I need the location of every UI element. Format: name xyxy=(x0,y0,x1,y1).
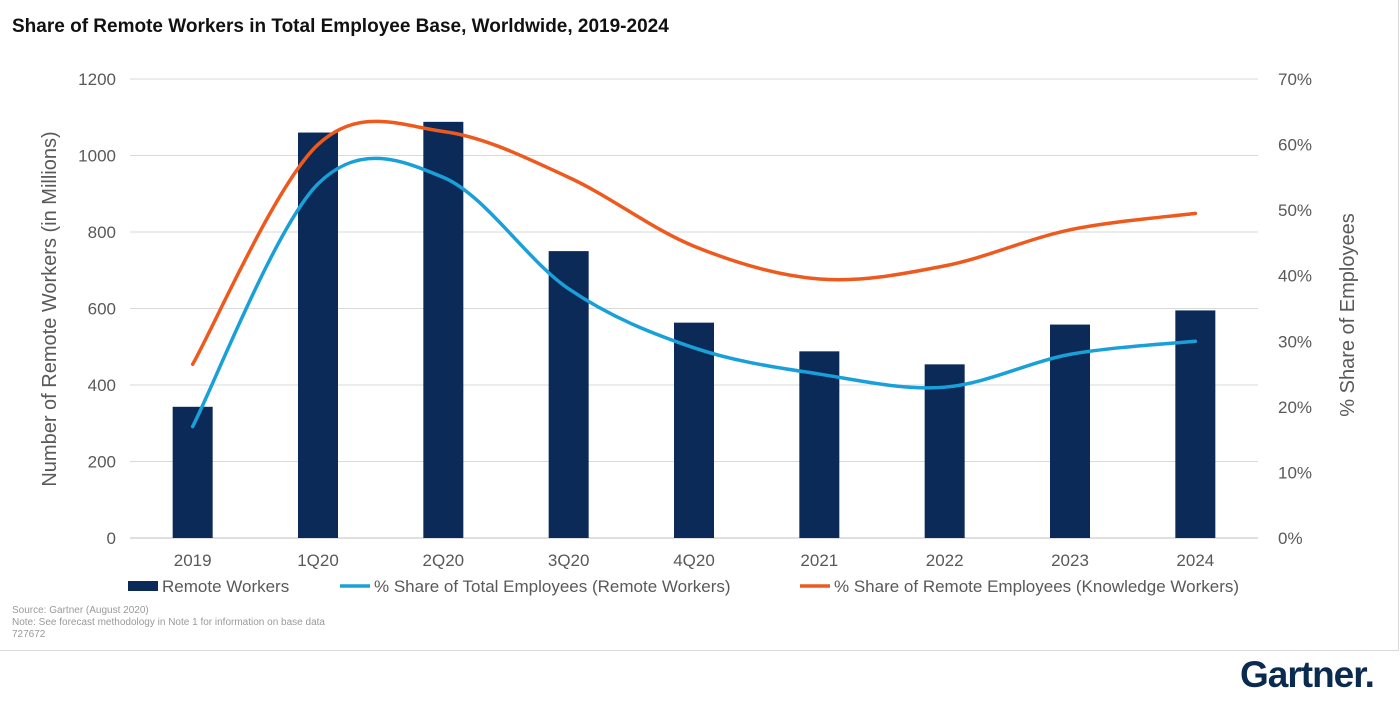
bar xyxy=(799,351,840,538)
source-text: Source: Gartner (August 2020) xyxy=(12,605,149,616)
bar xyxy=(423,121,464,538)
legend-label: Remote Workers xyxy=(162,577,289,596)
x-tick-label: 4Q20 xyxy=(673,551,715,570)
legend: Remote Workers % Share of Total Employees… xyxy=(128,577,1239,596)
x-tick-label: 2022 xyxy=(926,551,964,570)
x-tick-label: 2024 xyxy=(1176,551,1214,570)
bar xyxy=(548,251,589,538)
bar xyxy=(1175,310,1216,538)
line-series-path xyxy=(190,119,1198,366)
chart-title: Share of Remote Workers in Total Employe… xyxy=(12,16,669,37)
source-notes: Source: Gartner (August 2020) Note: See … xyxy=(12,605,325,641)
y-tick-label: 200 xyxy=(88,453,116,472)
y2-tick-label: 40% xyxy=(1278,267,1312,286)
legend-label: % Share of Total Employees (Remote Worke… xyxy=(374,577,731,596)
line-series xyxy=(190,119,1198,429)
x-tick-label: 2019 xyxy=(174,551,212,570)
chart-frame xyxy=(0,0,1399,651)
y-tick-label: 800 xyxy=(88,223,116,242)
x-tick-label: 2023 xyxy=(1051,551,1089,570)
bar xyxy=(924,364,965,538)
bar xyxy=(298,132,338,539)
x-tick-label: 2Q20 xyxy=(423,551,465,570)
id-text: 727672 xyxy=(12,629,46,640)
y2-axis-title: % Share of Employees xyxy=(1337,213,1359,416)
y-tick-label: 0 xyxy=(107,529,116,548)
gartner-logo: Gartner. xyxy=(1240,654,1375,695)
legend-swatch-bar xyxy=(128,581,158,591)
y2-tick-label: 60% xyxy=(1278,136,1312,155)
y2-tick-label: 50% xyxy=(1278,201,1312,220)
y2-tick-label: 10% xyxy=(1278,463,1312,482)
x-tick-label: 1Q20 xyxy=(297,551,339,570)
y-axis-title: Number of Remote Workers (in Millions) xyxy=(39,131,61,486)
bar xyxy=(674,322,714,538)
y-tick-label: 400 xyxy=(88,376,116,395)
bar xyxy=(1050,324,1090,538)
note-text: Note: See forecast methodology in Note 1… xyxy=(12,617,325,628)
legend-label: % Share of Remote Employees (Knowledge W… xyxy=(834,577,1239,596)
y2-tick-label: 30% xyxy=(1278,332,1312,351)
y2-tick-label: 0% xyxy=(1278,529,1303,548)
y-tick-label: 1200 xyxy=(78,70,116,89)
combo-chart: 0 200 400 600 800 1000 1200 0% 10% 20% 30% 40% 50% 60… xyxy=(39,70,1359,596)
line-series-path xyxy=(190,156,1198,429)
bar xyxy=(172,406,213,538)
x-tick-label: 3Q20 xyxy=(548,551,590,570)
y2-tick-label: 20% xyxy=(1278,398,1312,417)
x-tick-label: 2021 xyxy=(800,551,838,570)
y-tick-label: 1000 xyxy=(78,147,116,166)
axes: 0 200 400 600 800 1000 1200 0% 10% 20% 30% 40% 50% 60… xyxy=(39,70,1359,570)
bar-series xyxy=(172,121,1216,539)
y-tick-label: 600 xyxy=(88,300,116,319)
y2-tick-label: 70% xyxy=(1278,70,1312,89)
